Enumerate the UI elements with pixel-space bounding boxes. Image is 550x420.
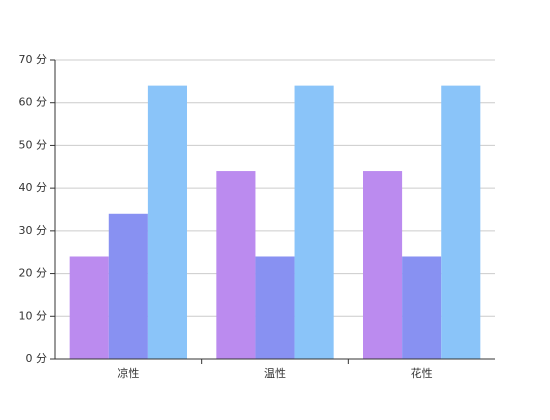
x-tick-label: 温性 bbox=[264, 366, 286, 380]
y-tick-label: 10 分 bbox=[19, 309, 48, 322]
y-tick-label: 30 分 bbox=[19, 224, 48, 237]
y-tick-label: 50 分 bbox=[19, 138, 48, 151]
y-tick-label: 0 分 bbox=[26, 352, 48, 365]
bar bbox=[255, 256, 295, 359]
x-tick-label: 花性 bbox=[411, 366, 433, 380]
bar bbox=[69, 256, 109, 359]
bar bbox=[363, 171, 403, 359]
x-tick-label: 凉性 bbox=[117, 366, 139, 380]
bar bbox=[402, 256, 442, 359]
y-tick-label: 40 分 bbox=[19, 181, 48, 194]
bar bbox=[294, 85, 334, 359]
y-tick-label: 60 分 bbox=[19, 96, 48, 109]
bar bbox=[108, 213, 148, 359]
bar bbox=[216, 171, 256, 359]
bar bbox=[147, 85, 187, 359]
bar bbox=[441, 85, 481, 359]
y-tick-label: 20 分 bbox=[19, 267, 48, 280]
y-tick-label: 70 分 bbox=[19, 53, 48, 66]
